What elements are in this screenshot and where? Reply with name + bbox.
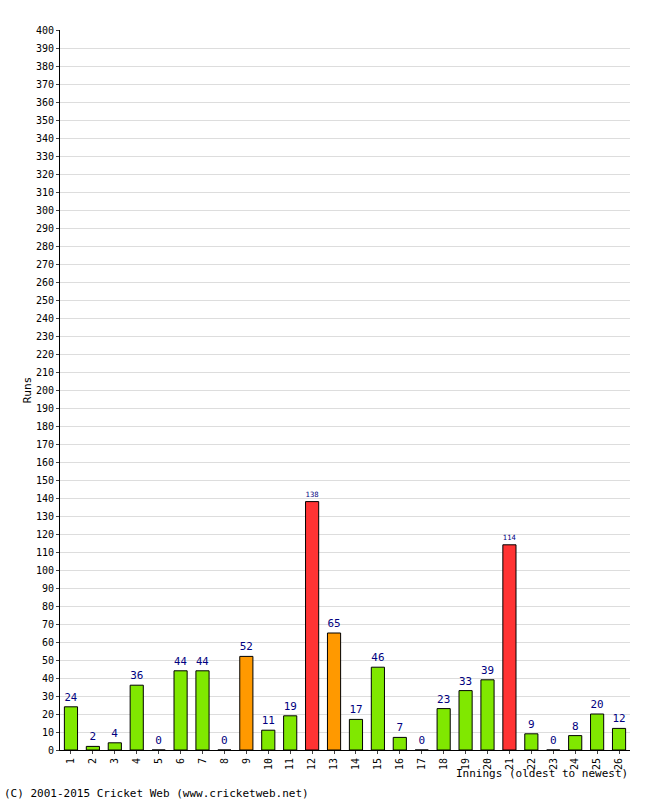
- svg-text:36: 36: [130, 669, 143, 682]
- svg-text:360: 360: [36, 97, 54, 108]
- svg-text:25: 25: [591, 758, 602, 770]
- svg-text:15: 15: [372, 758, 383, 770]
- svg-text:2: 2: [90, 730, 97, 743]
- svg-text:250: 250: [36, 295, 54, 306]
- svg-text:14: 14: [350, 758, 361, 770]
- svg-text:44: 44: [196, 655, 209, 668]
- svg-text:52: 52: [240, 640, 253, 653]
- svg-text:210: 210: [36, 367, 54, 378]
- svg-text:130: 130: [36, 511, 54, 522]
- svg-text:114: 114: [503, 533, 516, 542]
- svg-text:12: 12: [306, 758, 317, 770]
- svg-text:80: 80: [42, 601, 54, 612]
- svg-text:21: 21: [504, 758, 515, 770]
- svg-text:22: 22: [526, 758, 537, 770]
- svg-text:230: 230: [36, 331, 54, 342]
- svg-text:8: 8: [219, 758, 230, 764]
- svg-text:180: 180: [36, 421, 54, 432]
- svg-text:4: 4: [131, 758, 142, 764]
- svg-text:24: 24: [64, 691, 77, 704]
- svg-text:200: 200: [36, 385, 54, 396]
- svg-text:23: 23: [548, 758, 559, 770]
- svg-text:1: 1: [65, 758, 76, 764]
- svg-text:19: 19: [460, 758, 471, 770]
- svg-text:24: 24: [569, 758, 580, 770]
- svg-text:310: 310: [36, 187, 54, 198]
- svg-text:0: 0: [48, 745, 54, 756]
- svg-text:0: 0: [155, 734, 162, 747]
- svg-text:7: 7: [396, 721, 403, 734]
- svg-text:19: 19: [284, 700, 297, 713]
- svg-text:3: 3: [109, 758, 120, 764]
- svg-text:390: 390: [36, 43, 54, 54]
- svg-text:9: 9: [241, 758, 252, 764]
- svg-text:2: 2: [87, 758, 98, 764]
- svg-text:39: 39: [481, 664, 494, 677]
- svg-text:0: 0: [418, 734, 425, 747]
- svg-text:6: 6: [175, 758, 186, 764]
- svg-text:23: 23: [437, 693, 450, 706]
- svg-text:380: 380: [36, 61, 54, 72]
- svg-text:65: 65: [327, 617, 340, 630]
- svg-text:8: 8: [572, 720, 579, 733]
- svg-text:320: 320: [36, 169, 54, 180]
- svg-text:7: 7: [197, 758, 208, 764]
- svg-text:20: 20: [482, 758, 493, 770]
- svg-text:10: 10: [263, 758, 274, 770]
- svg-text:170: 170: [36, 439, 54, 450]
- svg-text:20: 20: [591, 698, 604, 711]
- svg-text:Runs: Runs: [21, 377, 34, 404]
- svg-text:110: 110: [36, 547, 54, 558]
- svg-text:400: 400: [36, 25, 54, 36]
- svg-text:30: 30: [42, 691, 54, 702]
- svg-text:240: 240: [36, 313, 54, 324]
- svg-text:10: 10: [42, 727, 54, 738]
- svg-text:9: 9: [528, 718, 535, 731]
- svg-text:0: 0: [550, 734, 557, 747]
- svg-text:160: 160: [36, 457, 54, 468]
- svg-text:140: 140: [36, 493, 54, 504]
- svg-text:340: 340: [36, 133, 54, 144]
- svg-text:17: 17: [349, 703, 362, 716]
- svg-text:44: 44: [174, 655, 187, 668]
- svg-text:290: 290: [36, 223, 54, 234]
- svg-text:370: 370: [36, 79, 54, 90]
- svg-text:270: 270: [36, 259, 54, 270]
- svg-text:60: 60: [42, 637, 54, 648]
- svg-text:300: 300: [36, 205, 54, 216]
- svg-text:4: 4: [111, 727, 118, 740]
- svg-text:11: 11: [262, 714, 275, 727]
- svg-text:Innings (oldest to newest): Innings (oldest to newest): [456, 767, 628, 780]
- svg-text:46: 46: [371, 651, 384, 664]
- svg-text:70: 70: [42, 619, 54, 630]
- svg-text:220: 220: [36, 349, 54, 360]
- svg-text:280: 280: [36, 241, 54, 252]
- svg-text:0: 0: [221, 734, 228, 747]
- svg-text:13: 13: [328, 758, 339, 770]
- svg-text:11: 11: [284, 758, 295, 770]
- svg-text:33: 33: [459, 675, 472, 688]
- svg-text:50: 50: [42, 655, 54, 666]
- svg-text:190: 190: [36, 403, 54, 414]
- svg-text:260: 260: [36, 277, 54, 288]
- svg-text:330: 330: [36, 151, 54, 162]
- svg-text:18: 18: [438, 758, 449, 770]
- svg-text:16: 16: [394, 758, 405, 770]
- svg-text:350: 350: [36, 115, 54, 126]
- svg-text:12: 12: [612, 712, 625, 725]
- svg-text:90: 90: [42, 583, 54, 594]
- svg-text:100: 100: [36, 565, 54, 576]
- svg-text:(C) 2001-2015 Cricket Web (www: (C) 2001-2015 Cricket Web (www.cricketwe…: [4, 787, 309, 800]
- svg-text:138: 138: [306, 490, 319, 499]
- svg-text:20: 20: [42, 709, 54, 720]
- svg-text:5: 5: [153, 758, 164, 764]
- svg-text:40: 40: [42, 673, 54, 684]
- svg-text:17: 17: [416, 758, 427, 770]
- svg-text:120: 120: [36, 529, 54, 540]
- svg-text:26: 26: [613, 758, 624, 770]
- svg-text:150: 150: [36, 475, 54, 486]
